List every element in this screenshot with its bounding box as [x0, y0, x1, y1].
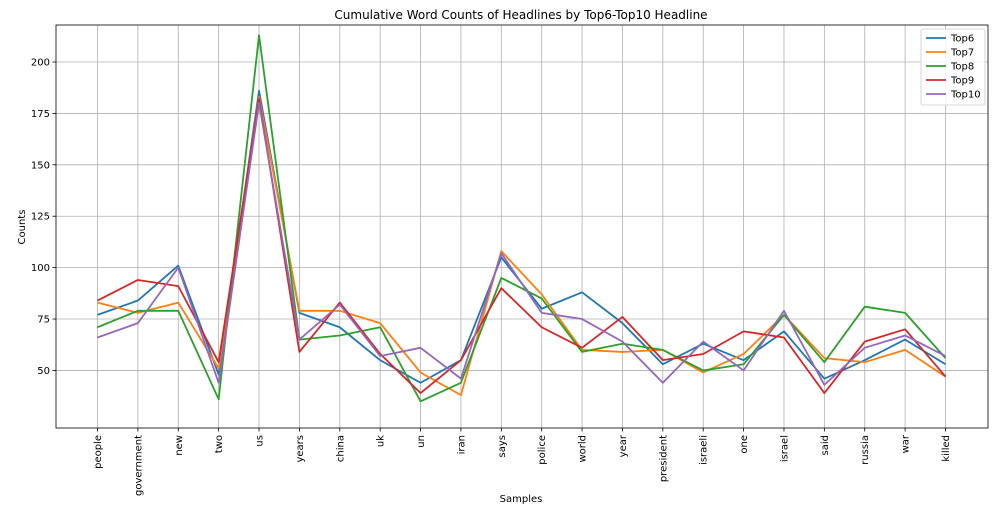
x-tick-label: war: [901, 434, 912, 453]
legend-label-top9: Top9: [950, 76, 974, 87]
x-tick-label: said: [820, 435, 831, 455]
x-tick-label: two: [214, 435, 225, 453]
legend-label-top6: Top6: [950, 34, 974, 45]
y-tick-label: 150: [31, 160, 50, 171]
y-axis-title: Counts: [17, 210, 28, 245]
y-tick-label: 125: [31, 212, 50, 223]
legend-label-top8: Top8: [950, 62, 974, 73]
x-axis-title: Samples: [500, 494, 543, 505]
x-tick-label: uk: [376, 435, 387, 447]
series-line-top10: [97, 102, 946, 386]
x-tick-label: president: [658, 435, 669, 482]
x-tick-label: world: [578, 435, 589, 463]
x-tick-label: israeli: [699, 435, 710, 465]
y-tick-label: 50: [37, 366, 50, 377]
series-line-top8: [97, 34, 947, 403]
x-tick-label: china: [335, 435, 346, 462]
y-tick-label: 200: [31, 58, 50, 69]
x-tick-label: un: [416, 435, 427, 448]
x-tick-label: police: [537, 435, 548, 465]
y-tick-label: 175: [31, 109, 50, 120]
x-tick-label: people: [93, 435, 104, 469]
x-tick-label: year: [618, 434, 629, 457]
series-lines: [97, 34, 947, 403]
y-axis: 50 75 100 125 150 175 200: [31, 58, 56, 377]
legend: Top6 Top7 Top8 Top9 Top10: [920, 28, 986, 106]
x-tick-label: iran: [456, 435, 467, 454]
chart-title: Cumulative Word Counts of Headlines by T…: [334, 8, 707, 22]
x-tick-label: government: [133, 435, 144, 496]
x-tick-label: one: [739, 435, 750, 454]
legend-label-top7: Top7: [950, 48, 974, 59]
x-tick-label: says: [497, 435, 508, 457]
legend-box: [920, 28, 986, 106]
y-tick-label: 75: [37, 315, 50, 326]
series-line-top9: [97, 98, 947, 394]
x-tick-label: russia: [860, 435, 871, 465]
x-tick-label: killed: [941, 435, 952, 462]
legend-label-top10: Top10: [950, 90, 981, 101]
x-tick-label: israel: [779, 435, 790, 462]
y-tick-label: 100: [31, 263, 50, 274]
plot-frame: [55, 24, 989, 429]
x-tick-label: years: [295, 435, 306, 463]
x-tick-label: us: [255, 435, 266, 447]
x-axis: people government new two us years china uk un ir…: [93, 428, 952, 496]
x-tick-label: new: [174, 435, 185, 456]
